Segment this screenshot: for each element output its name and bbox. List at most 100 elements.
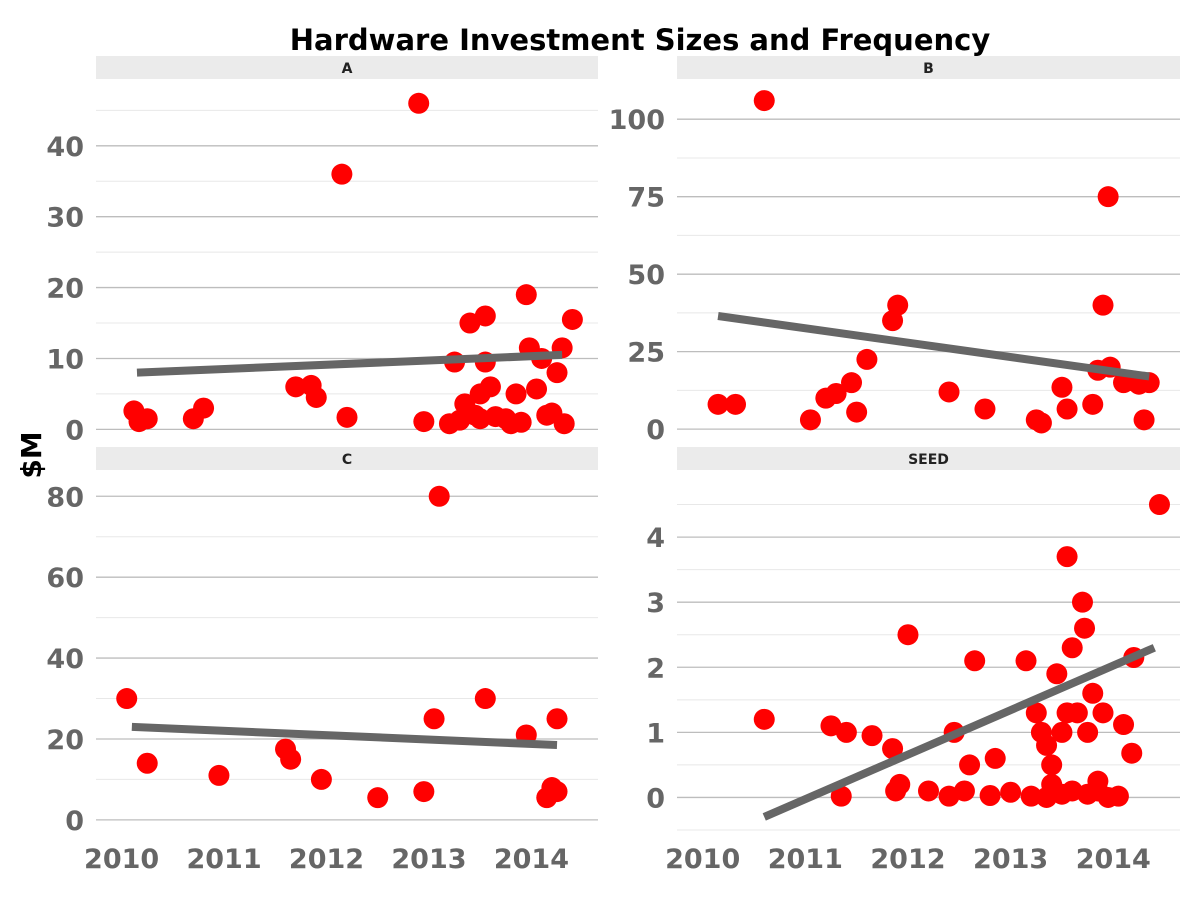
data-point (136, 408, 158, 430)
y-tick-label: 1 (646, 718, 665, 749)
data-point (336, 406, 358, 428)
x-tick-label: 2012 (289, 844, 364, 875)
data-point (1074, 617, 1096, 639)
facet-b: B 0 25 50 75 100 (609, 56, 1180, 446)
data-point (423, 708, 445, 730)
x-tick-label: 2014 (494, 844, 569, 875)
trend-line (717, 312, 1150, 381)
data-point (725, 393, 747, 415)
facet-strip-label: C (342, 452, 352, 468)
data-point (546, 781, 568, 803)
y-tick-label: 0 (646, 783, 665, 814)
y-tick-label: 10 (46, 344, 84, 375)
data-point (1071, 591, 1093, 613)
chart-title: Hardware Investment Sizes and Frequency (290, 23, 991, 57)
data-point (1056, 398, 1078, 420)
data-point (1092, 294, 1114, 316)
data-point (1000, 781, 1022, 803)
data-point (918, 780, 939, 802)
facet-strip-label: B (923, 61, 934, 77)
y-tick-label: 0 (65, 415, 84, 446)
data-point (193, 397, 215, 419)
data-point (413, 411, 435, 433)
y-tick-label: 75 (627, 183, 665, 214)
facet-seed: SEED 0 1 2 3 4 2010 2011 2012 2013 2014 (646, 447, 1180, 875)
data-point (887, 294, 909, 316)
data-point (1015, 650, 1037, 672)
data-point (1020, 785, 1042, 807)
y-tick-label: 0 (646, 415, 665, 446)
y-tick-label: 30 (46, 203, 84, 234)
data-point (1092, 702, 1114, 724)
data-point (1036, 734, 1058, 756)
y-tick-label: 3 (646, 588, 665, 619)
data-point (526, 378, 548, 400)
data-point (1025, 702, 1047, 724)
data-point (474, 305, 496, 327)
data-point (1097, 186, 1119, 208)
data-point (799, 409, 821, 431)
data-point (510, 411, 532, 433)
data-point (1148, 494, 1170, 516)
y-tick-label: 100 (609, 105, 665, 136)
data-point (1107, 785, 1129, 807)
x-tick-label: 2012 (870, 844, 945, 875)
y-tick-label: 60 (46, 563, 84, 594)
data-point (1082, 682, 1104, 704)
data-point (469, 408, 491, 430)
data-point (331, 163, 353, 185)
data-point (861, 725, 883, 747)
data-point (310, 768, 332, 790)
data-point (474, 688, 496, 710)
data-point (367, 787, 389, 809)
data-point (505, 383, 527, 405)
data-point (1056, 546, 1078, 568)
data-point (825, 383, 847, 405)
y-tick-label: 25 (627, 338, 665, 369)
data-point (1041, 754, 1063, 776)
trend-line (136, 350, 563, 377)
facet-strip (677, 56, 1180, 79)
data-point (830, 785, 852, 807)
data-point (515, 284, 537, 306)
data-point (116, 688, 138, 710)
data-point (753, 90, 775, 112)
data-point (707, 393, 729, 415)
data-point (753, 708, 775, 730)
data-point (136, 752, 158, 774)
facet-a: A 0 10 20 30 40 (46, 56, 598, 446)
facet-strip-label: SEED (908, 452, 949, 468)
data-point (1046, 663, 1068, 685)
y-tick-label: 40 (46, 132, 84, 163)
y-tick-label: 4 (646, 523, 665, 554)
y-tick-label: 40 (46, 644, 84, 675)
x-tick-label: 2011 (768, 844, 843, 875)
y-tick-label: 2 (646, 653, 665, 684)
data-point (285, 376, 307, 398)
facet-c: C 0 20 40 60 80 2010 2011 2012 2013 2014 (46, 447, 598, 875)
y-tick-label: 0 (65, 806, 84, 837)
data-point (897, 624, 919, 646)
y-tick-label: 50 (627, 260, 665, 291)
y-axis-label: $M (15, 431, 48, 478)
data-point (280, 748, 302, 770)
data-point (1051, 376, 1073, 398)
y-tick-label: 20 (46, 274, 84, 305)
data-point (1082, 393, 1104, 415)
data-point (846, 401, 868, 423)
data-point (889, 773, 911, 795)
data-point (208, 764, 230, 786)
data-point (1030, 412, 1052, 434)
data-point (413, 781, 435, 803)
x-tick-label: 2013 (391, 844, 466, 875)
facet-strip (677, 447, 1180, 470)
facet-strip-label: A (342, 61, 353, 77)
data-point (561, 308, 583, 330)
y-tick-label: 20 (46, 725, 84, 756)
data-point (841, 372, 863, 394)
data-point (546, 362, 568, 384)
data-point (1113, 714, 1135, 736)
data-point (305, 386, 327, 408)
data-point (1051, 721, 1073, 743)
